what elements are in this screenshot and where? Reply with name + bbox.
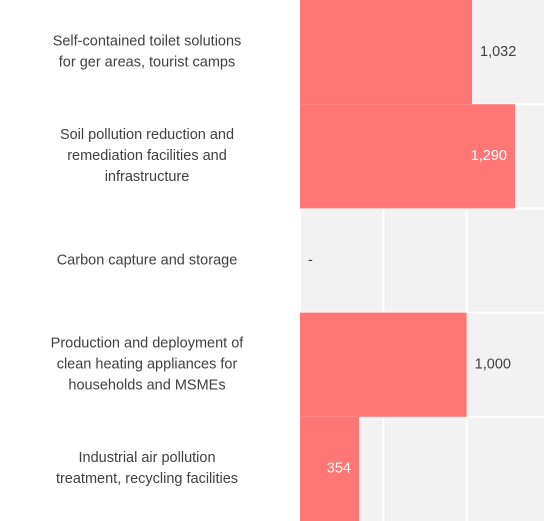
category-label: infrastructure [105, 169, 190, 185]
category-label: Industrial air pollution [78, 450, 215, 466]
category-label: Soil pollution reduction and [60, 127, 234, 143]
category-label: remediation facilities and [67, 148, 227, 164]
data-label: 1,000 [475, 357, 511, 373]
data-label: 354 [327, 461, 351, 477]
bar [300, 312, 467, 417]
category-label: households and MSMEs [68, 378, 225, 394]
bar [300, 104, 515, 209]
category-label: treatment, recycling facilities [56, 471, 238, 487]
category-label: clean heating appliances for [57, 357, 238, 373]
data-label: 1,032 [480, 44, 516, 60]
category-label: Self-contained toilet solutions [53, 33, 242, 49]
category-label: Carbon capture and storage [57, 252, 238, 268]
data-label: 1,290 [471, 148, 507, 164]
bar [300, 416, 359, 521]
category-label: for ger areas, tourist camps [59, 54, 236, 70]
data-label: - [308, 252, 313, 268]
bar [300, 0, 472, 105]
category-label: Production and deployment of [51, 336, 245, 352]
